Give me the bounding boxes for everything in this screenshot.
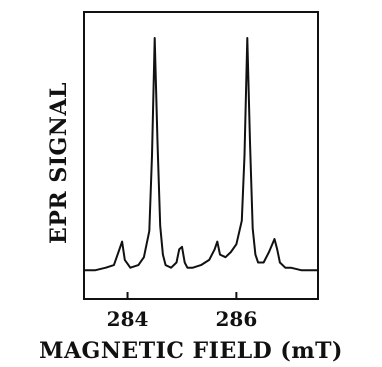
data-point [273,238,276,240]
data-point [246,37,248,39]
data-point [224,256,227,258]
data-point [243,154,246,156]
data-point [252,227,254,230]
data-point [165,264,167,266]
data-point [284,267,286,269]
data-point [249,141,251,143]
data-point [175,261,178,264]
data-point [241,220,243,222]
data-point [113,264,115,266]
data-point [192,267,194,269]
data-point [151,154,153,156]
x-ticks: 284 286 [107,292,257,331]
data-point [156,141,159,143]
data-point [181,246,183,248]
data-point [148,230,150,232]
x-tick-label: 286 [215,307,257,331]
plot-frame [83,11,319,300]
data-point [159,225,161,227]
data-point [170,267,172,269]
data-point [263,261,265,264]
data-point [208,259,210,261]
data-point [121,241,123,243]
data-point [257,261,259,264]
data-point [276,248,278,250]
data-point [83,269,85,271]
data-point [105,267,107,269]
data-point [268,251,270,253]
data-point [290,267,292,269]
data-point [200,264,202,266]
y-axis-title: EPR SIGNAL [46,82,72,244]
data-point [94,269,96,271]
data-point [124,259,126,261]
data-point [317,269,319,271]
data-point [230,251,232,253]
data-point [137,264,139,266]
data-point [279,261,281,264]
data-point [186,267,188,269]
data-point [162,254,164,256]
data-point [118,248,120,250]
data-point [301,269,303,271]
data-point [219,254,221,256]
data-point [235,243,237,245]
x-axis-title: MAGNETIC FIELD (mT) [39,338,343,364]
series-points [83,37,319,271]
data-point [178,248,180,250]
data-point [254,254,256,256]
data-point [214,248,216,250]
data-point [216,241,218,243]
series-line [84,37,318,272]
data-point [143,256,145,258]
data-point [154,37,156,39]
data-point [129,267,131,269]
data-point [184,261,186,264]
x-tick-label: 284 [107,307,149,331]
